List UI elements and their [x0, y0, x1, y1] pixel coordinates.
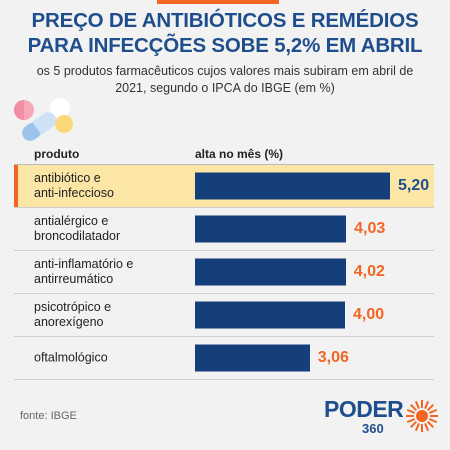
category-label-line: antialérgico e — [34, 214, 109, 228]
bar — [195, 301, 345, 329]
bar — [195, 344, 310, 372]
sun-ray — [429, 418, 438, 424]
bar — [195, 172, 390, 200]
sun-ray — [406, 418, 415, 424]
sun-ray — [409, 403, 418, 412]
category-label-line: broncodilatador — [34, 229, 121, 243]
category-label-line: anorexígeno — [34, 315, 104, 329]
category-label-line: anti-infeccioso — [34, 186, 114, 200]
subtitle-line-2: 2021, segundo o IPCA do IBGE (em %) — [115, 81, 335, 95]
highlight-accent — [14, 165, 18, 207]
sun-ray — [406, 408, 415, 414]
category-label-line: antibiótico e — [34, 171, 101, 185]
value-label: 3,06 — [317, 349, 349, 366]
sun-ray — [414, 423, 420, 432]
bar — [195, 215, 347, 243]
subtitle-line-1: os 5 produtos farmacêuticos cujos valore… — [36, 64, 414, 78]
sun-ray — [414, 400, 420, 409]
sun-ray — [426, 420, 435, 429]
bar-row: antialérgico e broncodilatador 4,03 — [14, 208, 434, 251]
bar-row: oftalmológico 3,06 — [14, 337, 434, 380]
poder360-logo: PODER 360 — [324, 396, 444, 442]
category-label-line: psicotrópico e — [34, 300, 112, 314]
bar — [195, 258, 346, 286]
source-note: fonte: IBGE — [20, 410, 77, 422]
column-header-product: produto — [34, 147, 80, 161]
chart-title: PREÇO DE ANTIBIÓTICOS E REMÉDIOS PARA IN… — [0, 8, 450, 58]
sun-ray — [429, 408, 438, 414]
value-label: 5,20 — [398, 177, 430, 194]
sunburst-icon — [406, 400, 438, 432]
bar-row: psicotrópico e anorexígeno 4,00 — [14, 294, 434, 337]
value-label: 4,00 — [353, 306, 385, 323]
category-label: antibiótico e anti-infeccioso — [34, 171, 184, 201]
title-line-1: PREÇO DE ANTIBIÓTICOS E REMÉDIOS — [31, 9, 419, 32]
sun-ray — [424, 400, 430, 409]
category-label-line: oftalmológico — [34, 350, 108, 365]
logo-number: 360 — [362, 421, 384, 436]
value-label: 4,02 — [353, 263, 385, 280]
logo-text: PODER — [324, 396, 404, 422]
chart-subtitle: os 5 produtos farmacêuticos cujos valore… — [0, 63, 450, 97]
sun-ray — [424, 423, 430, 432]
header-divider — [14, 164, 434, 165]
pills-illustration-icon — [14, 98, 73, 141]
category-label: oftalmológico — [34, 351, 184, 366]
title-line-2: PARA INFECÇÕES SOBE 5,2% EM ABRIL — [27, 34, 423, 57]
category-label-line: antirreumático — [34, 272, 114, 286]
column-header-value: alta no mês (%) — [195, 147, 284, 161]
category-label-line: anti-inflamatório e — [34, 257, 134, 271]
sun-ray — [426, 403, 435, 412]
category-label: psicotrópico e anorexígeno — [34, 300, 184, 330]
category-label: anti-inflamatório e antirreumático — [34, 257, 184, 287]
bar-row: anti-inflamatório e antirreumático 4,02 — [14, 251, 434, 294]
bar-row: antibiótico e anti-infeccioso 5,20 — [14, 165, 434, 208]
category-label: antialérgico e broncodilatador — [34, 214, 184, 244]
top-accent-bar — [157, 0, 279, 4]
value-label: 4,03 — [354, 220, 386, 237]
sun-ray — [409, 420, 418, 429]
